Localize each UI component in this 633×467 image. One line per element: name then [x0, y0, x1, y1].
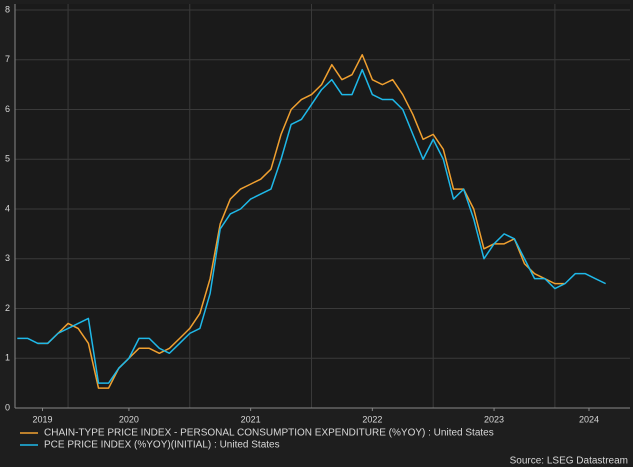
- plot-area: [15, 4, 630, 408]
- y-tick-label: 5: [5, 154, 10, 164]
- y-tick-label: 2: [5, 303, 10, 313]
- x-tick-label: 2024: [579, 414, 599, 424]
- y-tick-label: 3: [5, 253, 10, 263]
- y-tick-label: 0: [5, 402, 10, 412]
- x-tick-label: 2023: [484, 414, 504, 424]
- x-tick-label: 2022: [362, 414, 382, 424]
- source: Source: LSEG Datastream: [510, 456, 628, 467]
- legend-label: PCE PRICE INDEX (%YOY)(INITIAL) : United…: [44, 440, 280, 451]
- y-tick-label: 8: [5, 4, 10, 14]
- series-line: [17, 68, 606, 384]
- x-tick-label: 2019: [32, 414, 52, 424]
- x-tick-label: 2021: [241, 414, 261, 424]
- y-tick-label: 7: [5, 54, 10, 64]
- y-tick-label: 4: [5, 203, 10, 213]
- legend-label: CHAIN-TYPE PRICE INDEX - PERSONAL CONSUM…: [44, 428, 494, 439]
- y-tick-label: 6: [5, 104, 10, 114]
- x-tick-label: 2020: [119, 414, 139, 424]
- y-tick-label: 1: [5, 353, 10, 363]
